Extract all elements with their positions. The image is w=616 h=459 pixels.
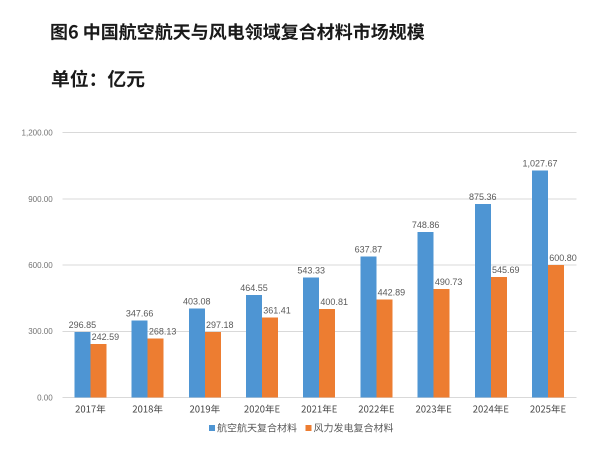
svg-text:268.13: 268.13 xyxy=(149,326,177,336)
svg-text:600.00: 600.00 xyxy=(28,261,53,270)
svg-text:1,027.67: 1,027.67 xyxy=(522,159,557,169)
svg-text:464.55: 464.55 xyxy=(240,283,268,293)
svg-text:442.89: 442.89 xyxy=(378,288,406,298)
svg-text:1,200.00: 1,200.00 xyxy=(22,129,54,138)
svg-text:543.33: 543.33 xyxy=(297,266,325,276)
svg-text:875.36: 875.36 xyxy=(469,192,497,202)
svg-text:361.41: 361.41 xyxy=(263,306,291,316)
svg-text:242.59: 242.59 xyxy=(92,332,120,342)
svg-text:400.81: 400.81 xyxy=(320,297,348,307)
svg-text:545.69: 545.69 xyxy=(492,265,520,275)
svg-text:297.18: 297.18 xyxy=(206,320,234,330)
svg-text:300.00: 300.00 xyxy=(28,327,53,336)
svg-text:490.73: 490.73 xyxy=(435,277,463,287)
svg-text:296.85: 296.85 xyxy=(69,320,97,330)
svg-text:637.87: 637.87 xyxy=(355,245,383,255)
svg-text:600.80: 600.80 xyxy=(549,253,577,263)
svg-text:0.00: 0.00 xyxy=(37,394,53,403)
svg-text:347.66: 347.66 xyxy=(126,309,154,319)
svg-text:403.08: 403.08 xyxy=(183,297,211,307)
svg-text:900.00: 900.00 xyxy=(28,195,53,204)
svg-text:748.86: 748.86 xyxy=(412,220,440,230)
